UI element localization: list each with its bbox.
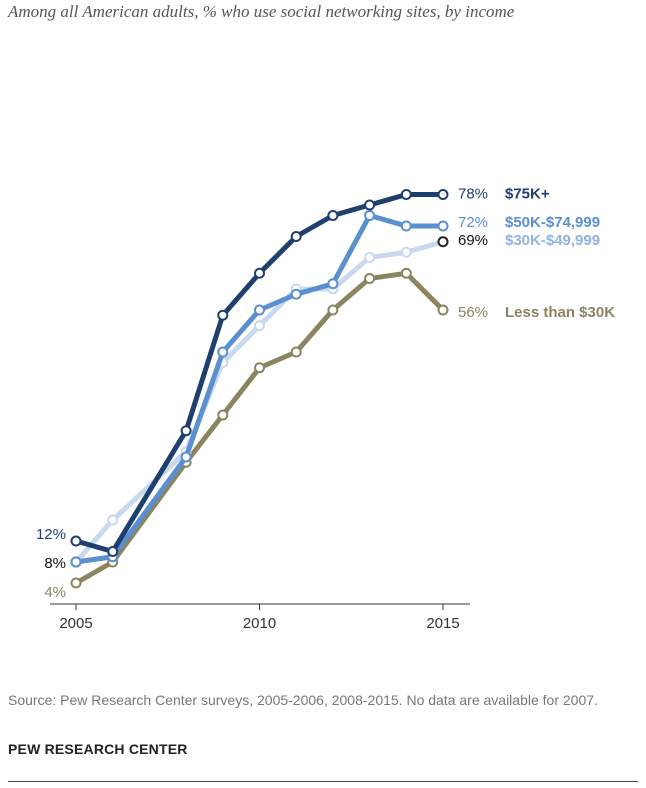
series-point-0-6 xyxy=(327,304,339,316)
series-point-2-0 xyxy=(70,556,82,568)
series-point-3-7 xyxy=(364,199,376,211)
series-point-0-9 xyxy=(437,304,449,316)
start-label-shared: 8% xyxy=(44,555,66,572)
series-point-0-3 xyxy=(217,409,229,421)
series-point-3-9 xyxy=(437,189,449,200)
series-point-0-8 xyxy=(400,267,412,279)
series-point-3-2 xyxy=(180,425,192,437)
series-point-0-4 xyxy=(254,362,265,374)
x-tick-label-2010: 2010 xyxy=(243,615,276,632)
series-point-3-3 xyxy=(217,309,229,321)
series-name-label-0: Less than $30K xyxy=(505,304,615,321)
line-chart: 2005 2010 2015 56% Less than $30K 69% $30K-$4… xyxy=(36,186,615,633)
series-line-0 xyxy=(73,270,446,586)
start-label-75k: 12% xyxy=(36,526,66,543)
end-value-label-2: 72% xyxy=(458,214,488,231)
series-name-label-2: $50K-$74,999 xyxy=(505,214,600,231)
series-point-1-8 xyxy=(400,246,412,258)
series-point-1-4 xyxy=(254,320,265,332)
footer-rule xyxy=(8,781,638,782)
chart-subtitle: Among all American adults, % who use soc… xyxy=(8,2,515,21)
series-point-3-6 xyxy=(327,210,339,221)
series-point-2-6 xyxy=(327,278,339,290)
series-point-1-1 xyxy=(107,514,119,526)
series-2 xyxy=(70,210,449,568)
series-point-2-9 xyxy=(437,220,449,232)
end-value-label-3: 78% xyxy=(458,186,488,203)
series-line-3 xyxy=(73,192,446,554)
x-tick-label-2005: 2005 xyxy=(59,615,92,632)
series-point-1-9 xyxy=(437,236,449,248)
end-value-label-0: 56% xyxy=(458,304,488,321)
series-3 xyxy=(70,189,449,557)
series-point-3-0 xyxy=(70,535,82,547)
series-point-0-0 xyxy=(70,577,82,589)
series-point-2-5 xyxy=(290,288,302,300)
series-1 xyxy=(70,236,449,568)
series-point-2-3 xyxy=(217,346,229,358)
series-point-0-5 xyxy=(290,346,302,358)
series-point-2-4 xyxy=(254,304,265,316)
series-name-label-3: $75K+ xyxy=(505,186,550,203)
source-note: Source: Pew Research Center surveys, 200… xyxy=(8,692,598,708)
end-value-label-1: 69% xyxy=(458,232,488,249)
series-line-2 xyxy=(73,213,446,565)
series-point-3-5 xyxy=(290,231,302,242)
series-point-3-1 xyxy=(107,546,119,557)
brand-label: PEW RESEARCH CENTER xyxy=(8,741,188,757)
series-line-1 xyxy=(73,239,446,565)
series-point-0-7 xyxy=(364,273,376,284)
series-point-2-7 xyxy=(364,210,376,221)
series-point-2-8 xyxy=(400,220,412,232)
start-label-lt30k: 4% xyxy=(44,584,66,601)
series-name-label-1: $30K-$49,999 xyxy=(505,232,600,249)
x-tick-label-2015: 2015 xyxy=(426,615,459,632)
series-point-2-2 xyxy=(180,451,192,463)
series-point-3-4 xyxy=(254,267,265,279)
series-point-3-8 xyxy=(400,189,412,200)
series-point-1-7 xyxy=(364,252,376,263)
